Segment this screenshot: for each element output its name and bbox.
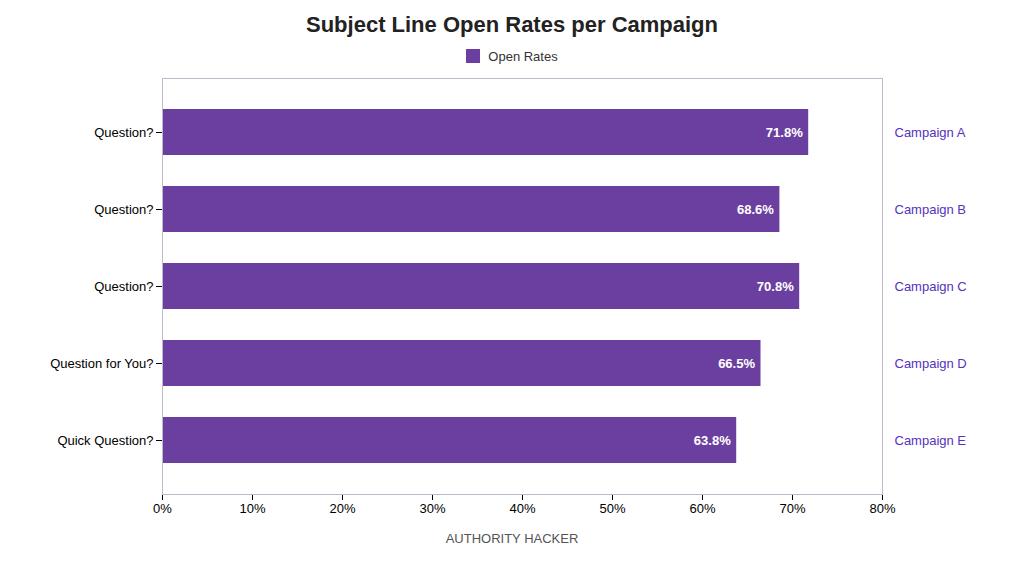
svg-text:Quick Question?: Quick Question? — [57, 433, 153, 448]
svg-text:70%: 70% — [779, 501, 805, 516]
svg-text:Question?: Question? — [94, 279, 153, 294]
svg-text:0%: 0% — [153, 501, 172, 516]
svg-text:Campaign A: Campaign A — [895, 125, 966, 140]
html-text:Subject Line Open Rates per Ca: Subject Line Open Rates per Campaign — [306, 12, 718, 37]
svg-text:20%: 20% — [329, 501, 355, 516]
svg-text:71.8%: 71.8% — [766, 125, 803, 140]
svg-text:60%: 60% — [689, 501, 715, 516]
svg-text:Question for You?: Question for You? — [50, 356, 153, 371]
svg-text:Campaign B: Campaign B — [895, 202, 967, 217]
svg-text:Question?: Question? — [94, 125, 153, 140]
html-text:AUTHORITY HACKER: AUTHORITY HACKER — [445, 531, 579, 546]
svg-text:40%: 40% — [509, 501, 535, 516]
svg-text:30%: 30% — [419, 501, 445, 516]
svg-text:68.6%: 68.6% — [737, 202, 774, 217]
svg-text:Campaign C: Campaign C — [895, 279, 967, 294]
svg-text:Question?: Question? — [94, 202, 153, 217]
html-text:Open Rates: Open Rates — [488, 48, 558, 64]
svg-text:10%: 10% — [239, 501, 265, 516]
svg-text:66.5%: 66.5% — [718, 356, 755, 371]
svg-text:Campaign D: Campaign D — [895, 356, 967, 371]
svg-text:Campaign E: Campaign E — [895, 433, 967, 448]
svg-text:70.8%: 70.8% — [757, 279, 794, 294]
svg-text:80%: 80% — [869, 501, 895, 516]
svg-text:50%: 50% — [599, 501, 625, 516]
svg-text:63.8%: 63.8% — [694, 433, 731, 448]
